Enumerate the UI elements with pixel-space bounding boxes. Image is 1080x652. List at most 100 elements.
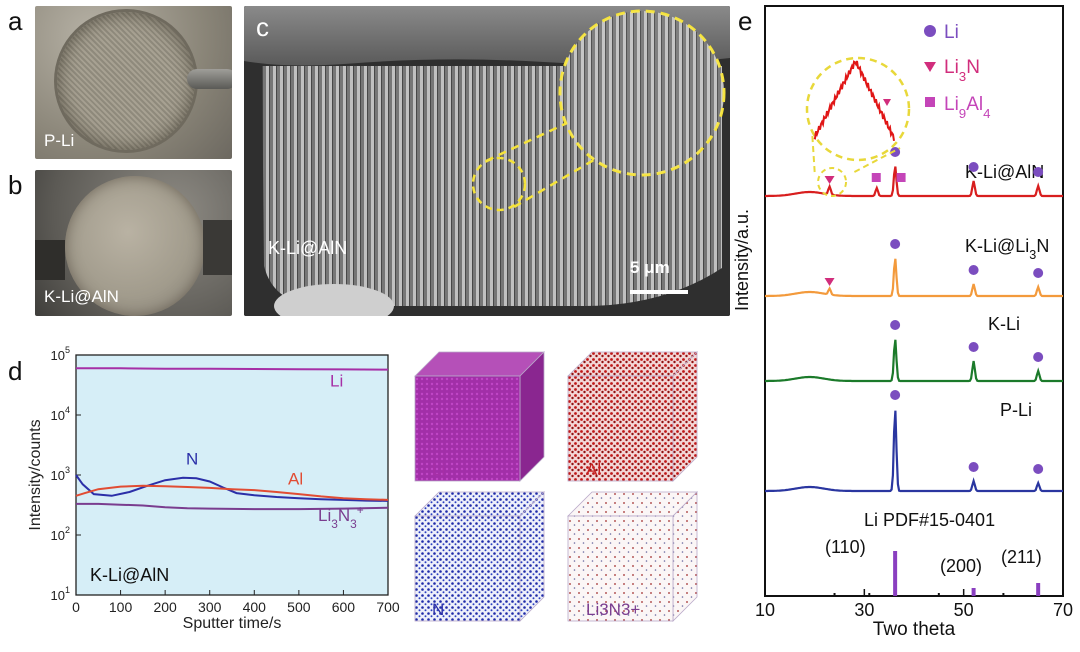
li9al4-phase-marker [896, 173, 906, 182]
li3n-phase-marker [824, 278, 835, 286]
x-tick-label: 300 [198, 599, 222, 615]
cube-label-li3n3: Li3N3+ [586, 600, 641, 619]
li-phase-marker [968, 162, 979, 172]
series-label-n: N [186, 449, 198, 468]
li9al4-phase-marker [871, 173, 881, 182]
y-tick-label: 101 [51, 585, 70, 603]
xrd-trace-k-li-aln [765, 166, 1063, 198]
scale-bar-label: 5 μm [630, 258, 670, 277]
panel-c-caption: K-Li@AlN [268, 238, 348, 258]
scale-bar [630, 290, 688, 294]
x-tick-label: 30 [854, 600, 874, 620]
zoom-guide-line [853, 147, 901, 173]
miller-index-110: (110) [825, 537, 866, 557]
series-line-al [75, 484, 389, 501]
x-tick-label: 600 [332, 599, 356, 615]
li3n3-3d-map [567, 491, 698, 622]
zoom-inset-trace [813, 60, 895, 142]
x-tick-label: 400 [243, 599, 267, 615]
trace-label-p-li: P-Li [1000, 400, 1032, 420]
x-tick-label: 700 [376, 599, 400, 615]
li-phase-marker [1033, 464, 1044, 474]
cube-label-n: N [432, 600, 445, 619]
panel-b-caption: K-Li@AlN [44, 287, 119, 306]
legend-label-li3n: Li3N [944, 57, 980, 84]
y-tick-label: 102 [51, 525, 70, 543]
xrd-trace-k-li [765, 339, 1063, 383]
legend-marker-li [924, 25, 936, 37]
xrd-trace-p-li [765, 410, 1063, 493]
legend-label-li: Li [944, 22, 959, 43]
cube-label-al: Al [586, 460, 602, 479]
li3n-phase-marker [824, 176, 835, 184]
al-cube-front [567, 375, 674, 482]
cube-label-li: Li [432, 460, 446, 479]
y-axis-label: Intensity/counts [27, 419, 44, 530]
miller-index-200: (200) [940, 556, 982, 576]
x-axis-label: Two theta [873, 619, 956, 640]
series-line-n [75, 474, 389, 502]
y-tick-label: 103 [51, 465, 70, 483]
y-axis-label: Intensity/a.u. [732, 209, 752, 311]
zoom-origin-circle [817, 167, 848, 197]
plot-area [75, 354, 389, 596]
legend-label-li9al4: Li9Al4 [944, 94, 991, 121]
sem-cross-section [244, 6, 730, 316]
n-3d-map [414, 491, 545, 622]
panel-b-letter: b [8, 170, 23, 200]
tweezer-tip [35, 240, 65, 280]
x-tick-label: 100 [109, 599, 133, 615]
al-3d-map [567, 351, 698, 482]
x-tick-label: 500 [287, 599, 311, 615]
lithium-disc [57, 12, 195, 150]
x-tick-label: 200 [153, 599, 177, 615]
series-line-li3n3plus [76, 502, 389, 511]
li-phase-marker [968, 265, 979, 275]
trace-label-k-li-aln: K-Li@AlN [965, 162, 1044, 182]
li-3d-map [414, 351, 545, 482]
x-tick-label: 0 [72, 599, 80, 615]
li-phase-marker [890, 239, 901, 249]
legend-marker-li3n [924, 62, 936, 72]
trace-label-k-li: K-Li [988, 314, 1020, 334]
li-phase-marker [968, 462, 979, 472]
li-phase-marker [890, 390, 901, 400]
tweezer-tip [203, 220, 232, 275]
lithium-disc [65, 176, 205, 316]
x-tick-label: 10 [755, 600, 775, 620]
x-tick-label: 70 [1053, 600, 1073, 620]
zoom-inset-circle [558, 9, 726, 177]
panel-e-letter: e [738, 6, 753, 36]
x-axis-label: Sputter time/s [183, 615, 282, 632]
panel-a-letter: a [8, 6, 23, 36]
li-phase-marker [1033, 167, 1044, 177]
legend-marker-li9al4 [925, 97, 935, 107]
xrd-trace-k-li-li3n [765, 258, 1063, 298]
series-label-al: Al [288, 469, 303, 488]
plot-frame [764, 5, 1064, 597]
li-phase-marker [1033, 268, 1044, 278]
li3n-phase-marker [883, 99, 891, 106]
n-cube-front [414, 515, 521, 622]
li-phase-marker [890, 147, 901, 157]
sputter-profile-chart: 0 100 200 300 400 500 600 700 101 102 103 104 105 Spu… [27, 345, 400, 632]
series-line-li [76, 367, 389, 371]
debris-particle [274, 284, 394, 316]
miller-index-211: (211) [1001, 547, 1042, 567]
series-label-li3n3plus: Li3N3+ [318, 503, 364, 531]
y-tick-label: 105 [51, 345, 70, 363]
xrd-chart: 10 30 50 70 Two theta Intensity/a.u. K-Li@AlN K… [732, 5, 1073, 640]
y-tick-label: 104 [51, 405, 70, 423]
li-cube-front [414, 375, 521, 482]
panel-b-photo [35, 170, 232, 316]
panel-c-letter: c [256, 12, 269, 42]
li-phase-marker [890, 320, 901, 330]
panel-c-sem-image [244, 6, 730, 316]
panel-d-letter: d [8, 356, 23, 386]
zoom-inset-circle [805, 56, 911, 162]
zoom-origin-circle [471, 156, 527, 212]
reference-label: Li PDF#15-0401 [864, 510, 995, 530]
li-phase-marker [1033, 352, 1044, 362]
trace-label-k-li-li3n: K-Li@Li3N [965, 236, 1049, 262]
li-phase-marker [968, 342, 979, 352]
